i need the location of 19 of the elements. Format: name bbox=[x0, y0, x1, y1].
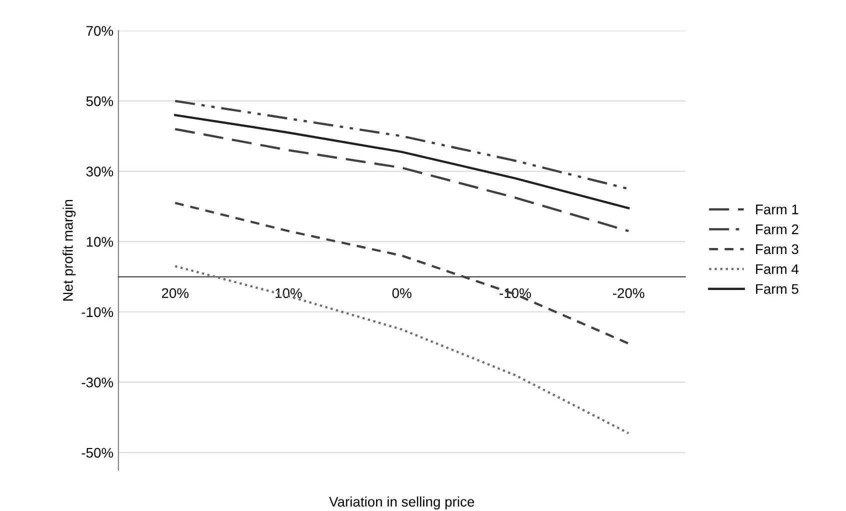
x-tick-label: 20% bbox=[162, 288, 189, 298]
x-tick-label: 0% bbox=[392, 288, 412, 298]
y-tick-label: -30% bbox=[82, 378, 114, 388]
y-tick-label: 50% bbox=[86, 96, 114, 106]
x-tick-label: -20% bbox=[612, 288, 644, 298]
legend-label: Farm 5 bbox=[756, 284, 798, 294]
y-tick-label: 30% bbox=[86, 166, 114, 176]
legend-label: Farm 3 bbox=[756, 244, 798, 254]
legend-label: Farm 2 bbox=[756, 224, 798, 234]
line-series bbox=[174, 114, 630, 210]
y-axis-title: Net profit margin bbox=[62, 200, 76, 301]
y-tick-label: 10% bbox=[86, 236, 114, 247]
legend-label: Farm 4 bbox=[756, 264, 799, 274]
y-tick-label: -10% bbox=[82, 307, 114, 318]
line-series bbox=[174, 128, 630, 232]
y-tick-label: -50% bbox=[82, 448, 114, 458]
x-axis-title: Variation in selling price bbox=[329, 496, 474, 510]
y-tick-label: 70% bbox=[86, 26, 114, 36]
legend-label: Farm 1 bbox=[756, 204, 798, 214]
